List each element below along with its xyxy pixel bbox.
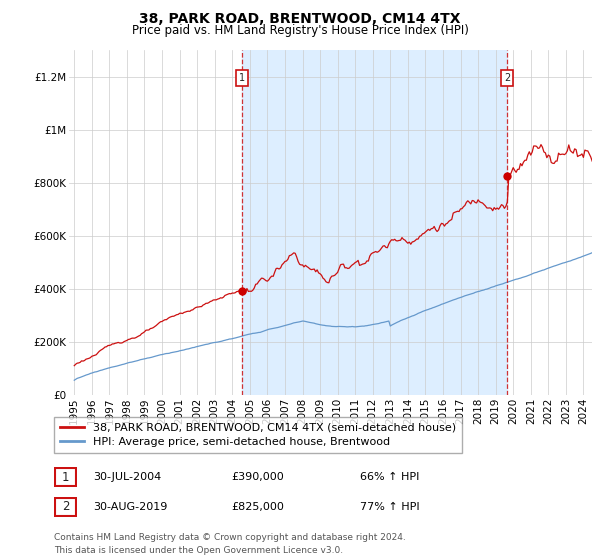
Text: £390,000: £390,000 (231, 472, 284, 482)
Text: 77% ↑ HPI: 77% ↑ HPI (360, 502, 419, 512)
Text: 30-JUL-2004: 30-JUL-2004 (93, 472, 161, 482)
Text: 1: 1 (239, 73, 245, 83)
Text: 2: 2 (504, 73, 511, 83)
Text: Contains HM Land Registry data © Crown copyright and database right 2024.
This d: Contains HM Land Registry data © Crown c… (54, 533, 406, 554)
Text: 66% ↑ HPI: 66% ↑ HPI (360, 472, 419, 482)
Text: 1: 1 (62, 470, 69, 484)
Bar (242, 50, 508, 395)
Text: 30-AUG-2019: 30-AUG-2019 (93, 502, 167, 512)
Legend: 38, PARK ROAD, BRENTWOOD, CM14 4TX (semi-detached house), HPI: Average price, se: 38, PARK ROAD, BRENTWOOD, CM14 4TX (semi… (54, 417, 461, 452)
Text: Price paid vs. HM Land Registry's House Price Index (HPI): Price paid vs. HM Land Registry's House … (131, 24, 469, 37)
Text: 38, PARK ROAD, BRENTWOOD, CM14 4TX: 38, PARK ROAD, BRENTWOOD, CM14 4TX (139, 12, 461, 26)
Text: 2: 2 (62, 500, 69, 514)
Text: £825,000: £825,000 (231, 502, 284, 512)
